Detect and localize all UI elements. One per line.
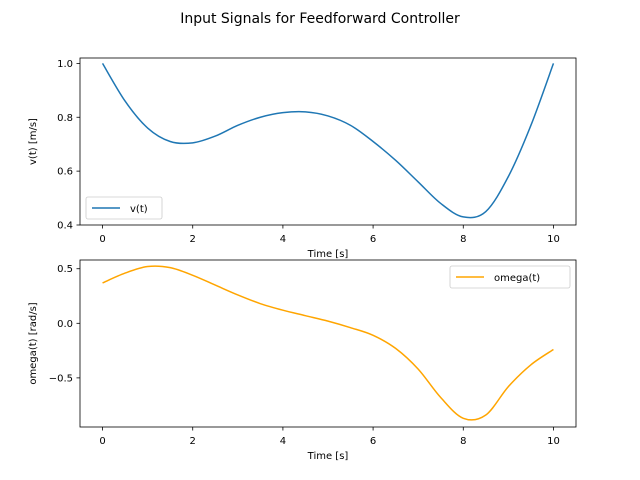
figure-title: Input Signals for Feedforward Controller <box>180 11 460 27</box>
y-axis-label: v(t) [m/s] <box>28 118 39 165</box>
x-tick-label: 2 <box>190 234 196 245</box>
x-axis-label: Time [s] <box>307 249 349 260</box>
x-tick-label: 4 <box>280 234 286 245</box>
x-tick-label: 6 <box>370 234 376 245</box>
axes-frame <box>79 259 577 428</box>
x-tick-label: 0 <box>99 436 105 447</box>
series-line-omegat <box>102 265 554 421</box>
x-tick-label: 0 <box>99 234 105 245</box>
subplot-1: 0 2 4 6 8 10 0.4 0.6 0.8 1.0 Time [s] v(t) [m/s] v(t… <box>28 57 577 260</box>
legend: v(t) <box>85 196 163 220</box>
legend: omega(t) <box>449 265 571 289</box>
x-tick-label: 4 <box>280 436 286 447</box>
y-axis-label: omega(t) [rad/s] <box>28 302 39 384</box>
y-tick-label: 0.4 <box>57 221 73 232</box>
x-tick-label: 8 <box>460 234 466 245</box>
x-tick-label: 10 <box>547 436 560 447</box>
x-tick-label: 6 <box>370 436 376 447</box>
x-tick-label: 8 <box>460 436 466 447</box>
y-tick-label: 1.0 <box>57 59 73 70</box>
x-axis-label: Time [s] <box>307 451 349 462</box>
series-line-vt <box>101 63 555 219</box>
legend-label: omega(t) <box>494 273 540 284</box>
legend-label: v(t) <box>130 204 148 215</box>
x-tick-label: 10 <box>547 234 560 245</box>
legend-box <box>85 196 163 220</box>
y-tick-label: 0.6 <box>57 167 73 178</box>
y-tick-label: 0.0 <box>57 319 73 330</box>
axes-frame <box>79 57 577 226</box>
y-tick-label: 0.8 <box>57 113 73 124</box>
legend-box <box>449 265 571 289</box>
y-tick-label: −0.5 <box>49 373 73 384</box>
y-tick-label: 0.5 <box>57 264 73 275</box>
subplot-2: 0 2 4 6 8 10 −0.5 0.0 0.5 Time [s] omega(t) [rad/s… <box>28 259 577 462</box>
x-tick-label: 2 <box>190 436 196 447</box>
